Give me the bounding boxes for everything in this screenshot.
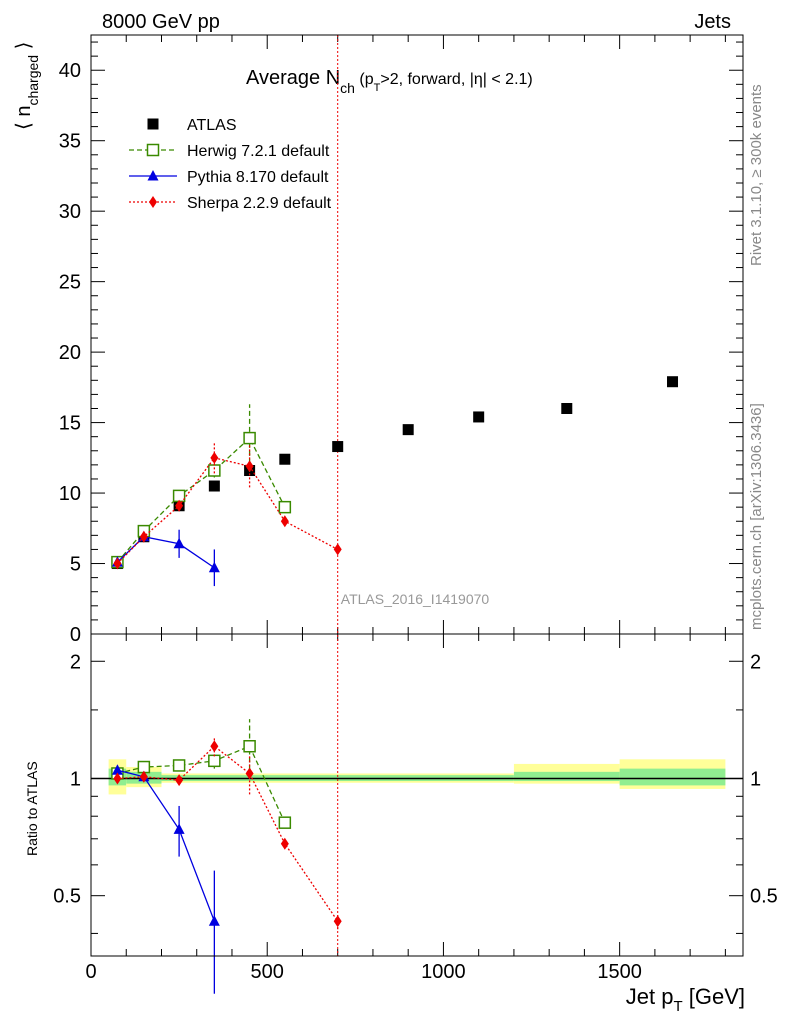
point-sherpa [333,915,342,928]
main-ytick-label: 40 [59,60,81,82]
point-sherpa [245,767,254,780]
ratio-ytick-label: 2 [70,651,81,673]
main-axes: 0 5 10 15 20 25 30 35 40 [59,35,743,646]
series-line-pythia [116,536,215,569]
ratio-ytick-label-right: 0.5 [750,886,778,908]
point-herwig [278,500,292,514]
point-sherpa [210,451,219,464]
legend-label-pythia: Pythia 8.170 default [187,169,329,186]
legend-label-atlas: ATLAS [187,117,237,134]
rivet-label: Rivet 3.1.10, ≥ 300k events [748,84,765,266]
point-sherpa [280,837,289,850]
main-ytick-label: 15 [59,413,81,435]
legend-label-sherpa: Sherpa 2.2.9 default [187,195,332,212]
point-pythia [111,764,123,775]
point-herwig [208,754,221,768]
point-sherpa [280,515,289,528]
legend-marker-pythia [147,170,159,181]
series-line-pythia [117,769,215,922]
point-herwig [243,431,256,445]
main-ytick-label: 5 [70,554,81,576]
ratio-band-inner [619,768,726,786]
point-pythia [173,823,185,834]
point-pythia [208,915,220,926]
header-right: Jets [694,11,731,33]
point-sherpa [175,774,184,787]
point-atlas [332,441,344,453]
main-ytick-label: 25 [59,272,81,294]
point-sherpa [113,772,122,785]
chart-title: Average Nch (pT>2, forward, |η| < 2.1) [246,67,533,96]
point-atlas [473,411,485,423]
ratio-band-inner [513,771,620,782]
series-sherpa [113,442,342,570]
point-sherpa [113,557,122,570]
point-sherpa [175,499,184,512]
main-series-layer [111,376,679,587]
point-atlas [279,453,291,465]
ratio-xtick-label: 1000 [421,961,466,983]
legend-label-herwig: Herwig 7.2.1 default [187,143,330,160]
point-sherpa [139,770,148,783]
header-left: 8000 GeV pp [102,11,220,33]
ratio-xtick-label: 1500 [597,961,642,983]
point-sherpa [210,740,219,753]
series-line-herwig [117,745,286,823]
watermark: ATLAS_2016_I1419070 [341,591,490,607]
ratio-xtick-label: 0 [85,961,96,983]
legend-marker-sherpa [149,196,157,208]
ratio-ytick-label-right: 2 [750,651,761,673]
point-herwig [243,739,256,753]
main-ylabel: ⟨ ncharged ⟩ [13,42,41,130]
xlabel: Jet pT [GeV] [626,984,745,1015]
point-sherpa [139,530,148,543]
point-herwig [278,816,292,829]
point-herwig [208,464,221,477]
ratio-xtick-label: 500 [251,961,284,983]
point-atlas [667,376,679,388]
point-sherpa [333,543,342,556]
mcplots-label: mcplots.cern.ch [arXiv:1306.3436] [748,403,765,630]
point-atlas [561,402,573,414]
legend: ATLAS Herwig 7.2.1 default Pythia 8.170 de… [129,117,332,212]
legend-marker-atlas [147,118,159,130]
point-atlas [208,480,220,492]
ratio-ylabel: Ratio to ATLAS [24,761,40,856]
legend-marker-herwig [146,143,160,157]
ratio-ytick-label-right: 1 [750,768,761,790]
point-sherpa [245,460,254,473]
main-ytick-label: 35 [59,131,81,153]
point-herwig [172,489,186,503]
point-pythia [208,561,220,573]
point-pythia [173,537,185,549]
ratio-ytick-label: 0.5 [53,886,81,908]
main-ytick-label: 30 [59,201,81,223]
point-atlas [402,424,414,436]
ratio-ytick-label: 1 [70,768,81,790]
main-ytick-label: 10 [59,483,81,505]
main-ytick-label: 0 [70,624,81,646]
point-herwig [172,759,186,772]
series-sherpa [113,736,342,930]
ratio-series-layer [111,719,342,994]
ratio-axes: 0 500 1000 1500 0.5 0.5 1 1 2 2 [53,634,778,983]
main-ytick-label: 20 [59,342,81,364]
ratio-plot-frame [90,633,744,957]
